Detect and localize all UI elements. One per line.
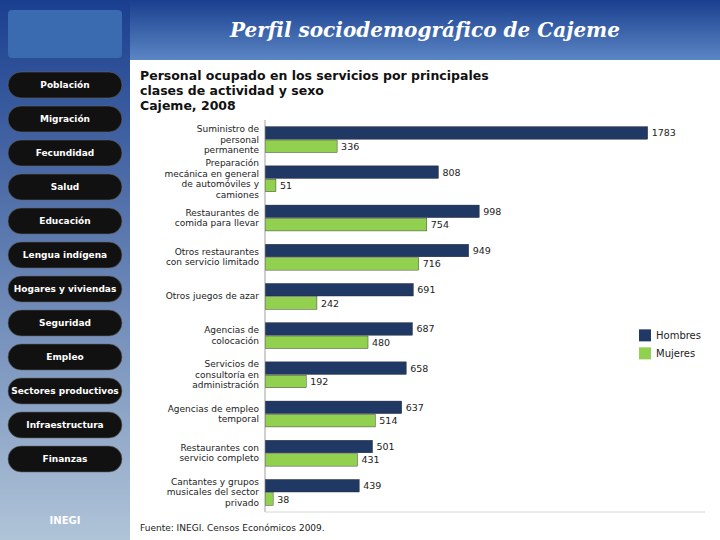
menu-button (8, 208, 122, 234)
chart-title: Personal ocupado en los servicios por pr… (140, 68, 489, 113)
data-label: 480 (372, 337, 390, 348)
menu-button (8, 446, 122, 472)
menu-item: Fecundidad (36, 148, 95, 158)
data-label: 38 (277, 494, 289, 505)
legend: Hombres Mujeres (639, 329, 701, 359)
data-label: 637 (406, 402, 424, 413)
sidebar-background (0, 0, 130, 540)
menu-button (8, 412, 122, 438)
header-background (130, 0, 720, 60)
bar (265, 179, 276, 192)
bar (265, 479, 359, 492)
y-axis-line (265, 120, 266, 512)
category-label: Restaurantes decomida para llevar (175, 208, 260, 229)
category-label: Servicios deconsultoría enadministración (192, 359, 259, 390)
data-label: 514 (379, 415, 397, 426)
data-label: 687 (416, 323, 434, 334)
legend-label: Mujeres (656, 348, 695, 359)
bar (265, 362, 406, 375)
bar (265, 375, 306, 388)
data-label: 1783 (652, 127, 676, 138)
menu-item: Empleo (46, 352, 83, 362)
menu-button (8, 378, 122, 404)
data-label: 808 (442, 167, 460, 178)
data-label: 439 (363, 480, 381, 491)
menu-button (8, 242, 122, 268)
data-label: 51 (280, 180, 292, 191)
legend-swatch (639, 329, 651, 341)
chart-canvas: Población Migración Fecundidad Salud Educaci… (0, 0, 720, 540)
menu-button (8, 140, 122, 166)
bar (265, 140, 337, 153)
data-label: 431 (362, 454, 380, 465)
category-label: Agencias decolocación (204, 325, 259, 346)
data-label: 192 (310, 376, 328, 387)
bar (265, 166, 438, 179)
menu-item: Infraestructura (26, 420, 103, 430)
category-label: Agencias de empleotemporal (168, 404, 260, 425)
menu-item: Salud (51, 182, 80, 192)
menu-item: Educación (39, 216, 90, 226)
legend-label: Hombres (656, 330, 701, 341)
bar (265, 283, 413, 296)
bar (265, 493, 273, 506)
menu-item: Población (40, 80, 89, 90)
logo-box (8, 10, 122, 58)
source-note: Fuente: INEGI. Censos Económicos 2009. (140, 523, 325, 533)
data-label: 336 (341, 141, 359, 152)
page: {"chart_data": { "type": "bar", "orienta… (0, 0, 720, 540)
legend-swatch (639, 347, 651, 359)
category-label: Otros restaurantescon servicio limitado (166, 247, 260, 268)
bar (265, 127, 648, 140)
logo-text: INEGI (50, 515, 81, 526)
menu-button (8, 174, 122, 200)
bar (265, 440, 373, 453)
data-label: 754 (431, 219, 449, 230)
data-labels: 1783 336 808 51 998 754 949 716 691 242 687 480 658 1… (277, 127, 676, 504)
bar (265, 205, 479, 218)
data-label: 998 (483, 206, 501, 217)
bar (265, 297, 317, 310)
bar (265, 323, 412, 336)
bar (265, 401, 402, 414)
category-label: Restaurantes conservicio completo (179, 443, 259, 464)
menu-item: Finanzas (43, 454, 88, 464)
menu-item: Lengua indígena (23, 250, 107, 260)
menu-item: Sectores productivos (11, 386, 118, 396)
data-label: 691 (417, 284, 435, 295)
data-label: 949 (473, 245, 491, 256)
menu-button (8, 276, 122, 302)
bars (265, 127, 648, 506)
menu-item: Seguridad (39, 318, 91, 328)
bar (265, 454, 358, 467)
menu-button (8, 344, 122, 370)
menu-button (8, 310, 122, 336)
header-title: Perfil sociodemográfico de Cajeme (229, 18, 620, 42)
x-axis-line (265, 512, 705, 513)
bar (265, 258, 419, 271)
bar (265, 414, 375, 427)
data-label: 658 (410, 363, 428, 374)
menu-button (8, 106, 122, 132)
menu-item: Migración (40, 114, 90, 124)
menu-button (8, 72, 122, 98)
data-label: 501 (377, 441, 395, 452)
category-label: Otros juegos de azar (166, 291, 260, 301)
bar (265, 336, 368, 349)
category-label: Suministro depersonalpermanente (197, 124, 260, 155)
bar (265, 218, 427, 231)
category-label: Cantantes y gruposmusicales del sectorpr… (167, 477, 260, 508)
data-label: 242 (321, 298, 339, 309)
bar (265, 244, 469, 257)
category-label: Preparaciónmecánica en generalde automóv… (164, 158, 259, 200)
menu-item: Hogares y viviendas (14, 284, 117, 294)
data-label: 716 (423, 258, 441, 269)
